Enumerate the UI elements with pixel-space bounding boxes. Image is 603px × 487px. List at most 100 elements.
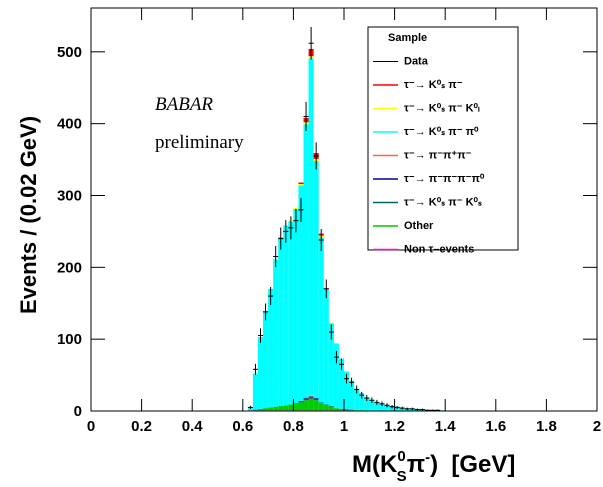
legend-label: τ⁻→ K⁰ₛ π⁻ π⁰ — [404, 126, 479, 138]
data-point — [354, 385, 360, 394]
x-label-part: M(K — [352, 451, 398, 478]
histogram-bar — [354, 388, 360, 411]
histogram-bar — [303, 397, 309, 399]
histogram-bar — [303, 124, 309, 398]
histogram-bar — [313, 161, 319, 399]
data-point — [247, 405, 253, 409]
x-tick-label: 0.8 — [283, 418, 304, 435]
histogram-bar — [278, 237, 284, 406]
legend-box — [367, 26, 519, 251]
histogram-bar — [389, 405, 395, 411]
histogram-bar — [252, 373, 258, 410]
y-tick-label: 500 — [57, 44, 82, 61]
data-point — [328, 324, 334, 340]
histogram-bar — [308, 397, 314, 399]
plot-area — [91, 26, 597, 412]
histogram-bar — [283, 225, 289, 406]
histogram-bar — [293, 209, 299, 404]
legend-label: τ⁻→ π⁻π⁻π⁻π⁰ — [404, 173, 485, 185]
histogram-bar — [318, 403, 324, 411]
data-point — [318, 228, 324, 252]
data-point — [384, 403, 390, 408]
histogram-bar — [273, 259, 279, 407]
histogram-bar — [328, 405, 334, 407]
data-point — [252, 363, 258, 375]
histogram-bar — [268, 288, 274, 408]
data-point — [394, 405, 400, 409]
x-label-part: π — [407, 451, 425, 478]
histogram-bar — [374, 402, 380, 411]
histogram-bar — [283, 405, 289, 411]
histogram-bar — [288, 221, 294, 405]
x-tick-label: 1.6 — [485, 418, 506, 435]
data-point — [404, 407, 410, 411]
x-tick-label: 2 — [593, 418, 601, 435]
x-tick-label: 1 — [340, 418, 348, 435]
histogram-bar — [338, 408, 344, 411]
histogram-bar — [333, 343, 339, 409]
histogram-bar — [333, 408, 339, 411]
data-point — [298, 197, 304, 222]
x-label-part: ) [GeV] — [430, 451, 515, 478]
data-point — [278, 227, 284, 250]
x-tick-label: 0.2 — [131, 418, 152, 435]
data-point — [344, 373, 350, 384]
histogram-bar — [257, 337, 264, 409]
data-point — [273, 245, 279, 268]
x-label-part: 0 — [397, 448, 405, 465]
histogram-bar — [273, 406, 279, 411]
histogram-bar — [364, 397, 370, 411]
data-point — [349, 377, 355, 387]
legend-title: Sample — [388, 32, 427, 44]
x-label-part: - — [425, 449, 430, 466]
legend-label: τ⁻→ K⁰ₛ π⁻ K⁰ₗ — [404, 102, 480, 114]
histogram-bar — [369, 400, 375, 411]
legend-label: Other — [404, 220, 434, 232]
histogram-bar — [338, 358, 344, 409]
histogram-bar — [252, 409, 258, 411]
legend-label: Data — [404, 55, 429, 67]
histogram-bar — [298, 402, 304, 411]
histogram-bar — [359, 393, 365, 411]
histogram-bar — [303, 400, 309, 411]
histogram-bar — [263, 408, 269, 411]
x-tick-label: 1.8 — [536, 418, 557, 435]
annotation: BABAR — [155, 94, 213, 115]
x-tick-label: 1.4 — [435, 418, 457, 435]
data-point — [323, 279, 329, 299]
y-tick-label: 100 — [57, 331, 82, 348]
y-tick-label: 0 — [74, 403, 82, 420]
histogram-bar — [268, 407, 274, 411]
legend: Sample Data τ⁻→ K⁰ₛ π⁻ τ⁻→ K⁰ₛ π⁻ K⁰ₗ τ⁻→ K… — [367, 26, 519, 255]
histogram-bar — [293, 207, 299, 210]
data-point — [303, 101, 309, 131]
histogram-bar — [308, 395, 314, 397]
histogram-bar — [263, 311, 269, 409]
data-point — [359, 391, 365, 399]
histogram-bar — [344, 408, 350, 411]
histogram-bar — [298, 401, 304, 403]
annotation: preliminary — [155, 132, 244, 153]
legend-label: τ⁻→ π⁻π⁺π⁻ — [404, 149, 472, 161]
histogram-bar — [313, 398, 319, 399]
histogram-bar — [323, 289, 329, 405]
histogram-bar — [298, 185, 304, 401]
histogram-bar — [298, 183, 304, 186]
histogram-bar — [384, 405, 390, 411]
y-tick-label: 400 — [57, 116, 82, 133]
data-point — [268, 287, 274, 306]
x-tick-label: 0.6 — [232, 418, 253, 435]
y-tick-label: 300 — [57, 187, 82, 204]
histogram-bar — [257, 408, 264, 411]
histogram-bar — [379, 403, 385, 411]
x-tick-label: 0.4 — [182, 418, 204, 435]
histogram-bar — [298, 182, 304, 184]
data-point — [379, 401, 385, 407]
histogram-bar — [328, 322, 334, 324]
y-axis-label: Events / (0.02 GeV) — [16, 116, 41, 314]
histogram-bar — [303, 398, 309, 399]
histogram-bar — [308, 58, 314, 396]
x-tick-label: 1.2 — [384, 418, 405, 435]
histogram-bar — [318, 402, 324, 404]
